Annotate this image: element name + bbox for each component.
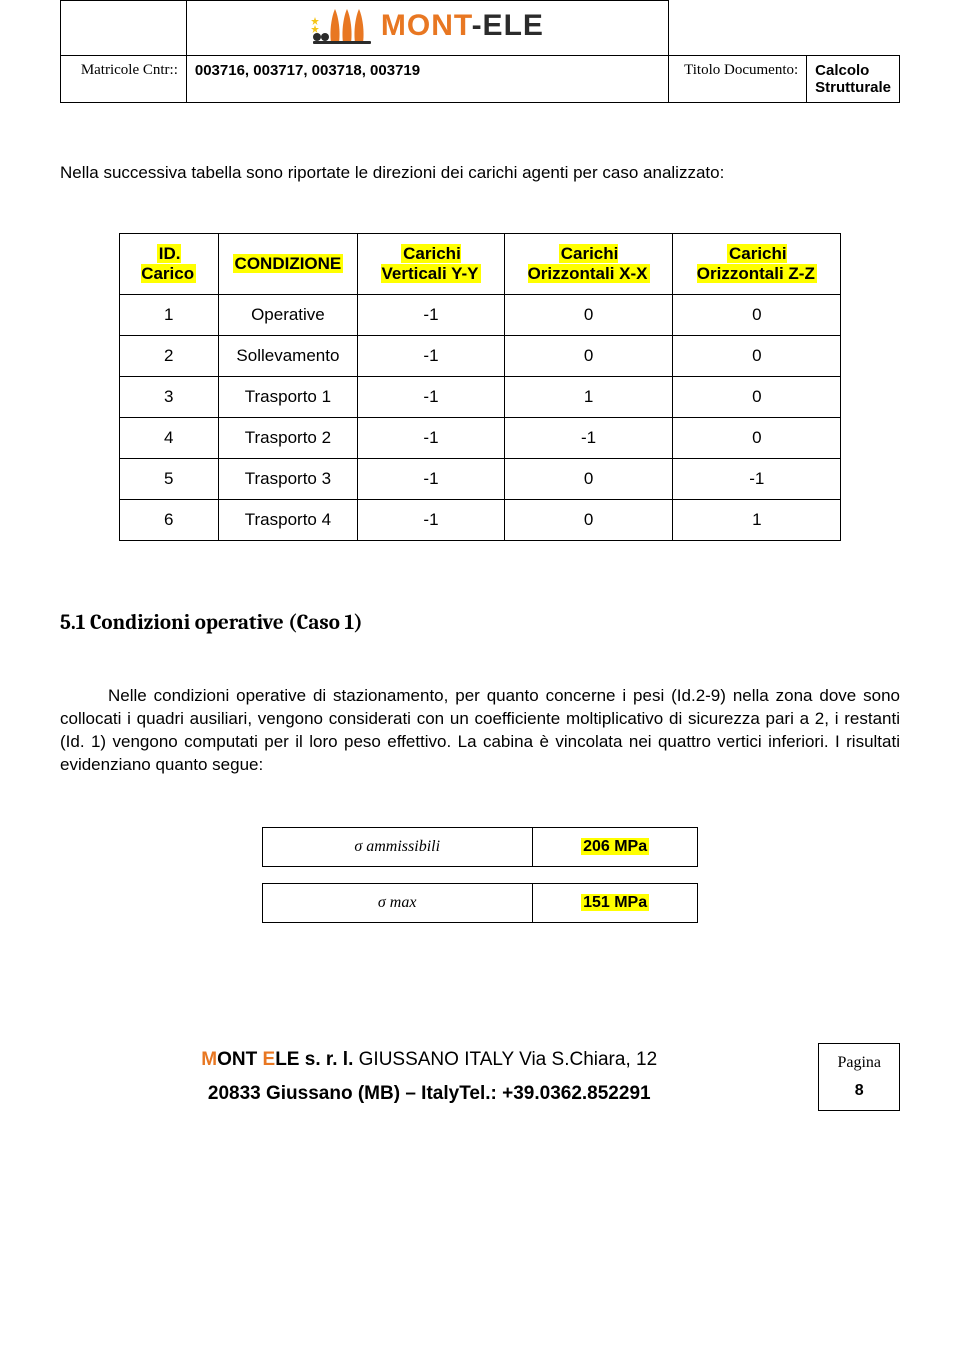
- cell-cond: Trasporto 4: [218, 500, 358, 541]
- table-row: 1Operative-100: [119, 295, 840, 336]
- th-ox: Carichi Orizzontali X-X: [504, 234, 673, 295]
- header-empty-cell: [61, 1, 187, 56]
- cell-oz: 1: [673, 500, 841, 541]
- body-paragraph: Nelle condizioni operative di stazioname…: [60, 685, 900, 777]
- cell-oz: 0: [673, 295, 841, 336]
- cell-cond: Trasporto 3: [218, 459, 358, 500]
- results-table-2: σ max 151 MPa: [262, 883, 699, 923]
- cell-ox: 0: [504, 295, 673, 336]
- cell-vy: -1: [358, 336, 504, 377]
- cell-ox: 0: [504, 336, 673, 377]
- sigma-amm-label: σ ammissibili: [262, 827, 532, 866]
- cell-cond: Operative: [218, 295, 358, 336]
- logo-cell: MONT-ELE: [186, 1, 668, 56]
- cell-id: 5: [119, 459, 218, 500]
- cell-id: 4: [119, 418, 218, 459]
- cell-id: 1: [119, 295, 218, 336]
- th-id: ID. Carico: [119, 234, 218, 295]
- titolo-value: Calcolo Strutturale: [807, 56, 900, 103]
- cell-ox: 0: [504, 459, 673, 500]
- cell-oz: 0: [673, 336, 841, 377]
- cell-cond: Sollevamento: [218, 336, 358, 377]
- matricole-label: Matricole Cntr::: [61, 56, 187, 103]
- load-directions-table: ID. Carico CONDIZIONE Carichi Verticali …: [119, 233, 841, 541]
- table-row: 3Trasporto 1-110: [119, 377, 840, 418]
- footer-address: MONT ELE s. r. l. GIUSSANO ITALY Via S.C…: [60, 1049, 798, 1105]
- cell-cond: Trasporto 2: [218, 418, 358, 459]
- cell-oz: 0: [673, 377, 841, 418]
- cell-ox: 1: [504, 377, 673, 418]
- cell-ox: -1: [504, 418, 673, 459]
- flame-icon: [311, 7, 375, 45]
- cell-oz: -1: [673, 459, 841, 500]
- results-table-1: σ ammissibili 206 MPa: [262, 827, 699, 867]
- cell-vy: -1: [358, 500, 504, 541]
- matricole-value: 003716, 003717, 003718, 003719: [186, 56, 668, 103]
- sigma-max-value: 151 MPa: [532, 883, 698, 922]
- table-row: 2Sollevamento-100: [119, 336, 840, 377]
- page-number-box: Pagina 8: [818, 1043, 900, 1111]
- cell-vy: -1: [358, 295, 504, 336]
- logo-text-2: -ELE: [472, 9, 544, 42]
- titolo-label: Titolo Documento:: [668, 56, 806, 103]
- section-title: 5.1 Condizioni operative (Caso 1): [60, 611, 900, 635]
- sigma-max-label: σ max: [262, 883, 532, 922]
- cell-vy: -1: [358, 459, 504, 500]
- cell-ox: 0: [504, 500, 673, 541]
- table-row: 5Trasporto 3-10-1: [119, 459, 840, 500]
- cell-vy: -1: [358, 377, 504, 418]
- cell-id: 6: [119, 500, 218, 541]
- th-vy: Carichi Verticali Y-Y: [358, 234, 504, 295]
- th-oz: Carichi Orizzontali Z-Z: [673, 234, 841, 295]
- cell-oz: 0: [673, 418, 841, 459]
- table-row: 4Trasporto 2-1-10: [119, 418, 840, 459]
- sigma-amm-value: 206 MPa: [532, 827, 698, 866]
- logo-text-1: MONT: [381, 9, 472, 42]
- intro-text: Nella successiva tabella sono riportate …: [60, 163, 900, 183]
- th-cond: CONDIZIONE: [218, 234, 358, 295]
- document-header-table: MONT-ELE Matricole Cntr:: 003716, 003717…: [60, 0, 900, 103]
- cell-vy: -1: [358, 418, 504, 459]
- cell-cond: Trasporto 1: [218, 377, 358, 418]
- table-row: 6Trasporto 4-101: [119, 500, 840, 541]
- cell-id: 2: [119, 336, 218, 377]
- cell-id: 3: [119, 377, 218, 418]
- page-footer: MONT ELE s. r. l. GIUSSANO ITALY Via S.C…: [60, 1043, 900, 1111]
- company-logo: MONT-ELE: [311, 7, 544, 45]
